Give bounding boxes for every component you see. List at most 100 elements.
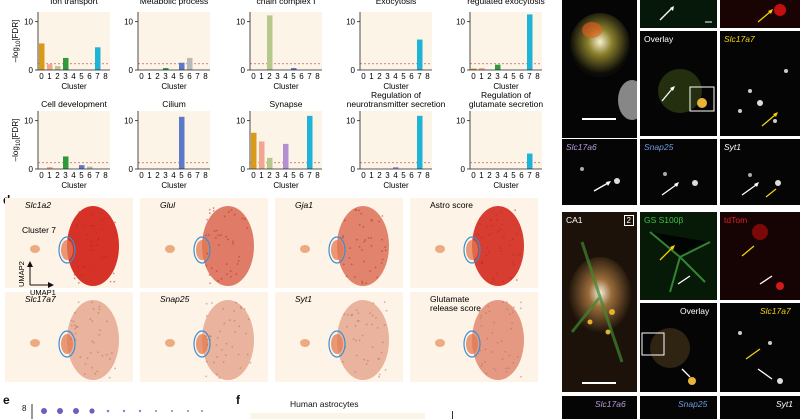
umap-cell <box>486 246 489 249</box>
umap-cell <box>223 215 226 218</box>
cluster7-circle <box>58 330 76 358</box>
x-tick-label: 2 <box>55 171 60 180</box>
x-tick-label: 4 <box>283 72 288 81</box>
umap-small-cluster <box>165 245 175 253</box>
umap-cell <box>342 360 344 363</box>
umap-cell <box>70 324 73 327</box>
umap-cell <box>90 213 93 216</box>
umap-main-cluster <box>67 206 119 286</box>
x-axis-label: Cluster <box>493 82 519 91</box>
x-axis-label: Cluster <box>161 181 187 190</box>
umap-cell <box>488 310 491 313</box>
umap-cell <box>342 235 345 237</box>
umap-cluster7-cells <box>331 240 343 260</box>
umap-cell <box>92 249 95 252</box>
panel-e-ytick: 8 <box>22 404 27 413</box>
umap-small-cluster <box>30 245 40 253</box>
umap-cell <box>91 301 93 304</box>
umap-cell <box>229 275 232 278</box>
umap-cell <box>78 210 81 213</box>
bar-cluster-3 <box>495 64 501 70</box>
umap-cell <box>238 255 240 258</box>
x-tick-label: 0 <box>471 171 476 180</box>
umap-cell <box>502 280 504 283</box>
umap-cell <box>75 225 78 228</box>
umap-cell <box>100 212 103 215</box>
micro-green-top <box>640 0 717 28</box>
umap-cell <box>515 233 518 236</box>
umap-cell <box>223 322 226 325</box>
umap-cell <box>75 338 77 341</box>
micro-snap25-top: Snap25 <box>640 139 717 205</box>
umap-cell <box>90 240 93 243</box>
umap-cell <box>211 302 214 304</box>
x-tick-label: 0 <box>251 72 256 81</box>
chart-title: Ion transport <box>50 0 98 6</box>
umap-cell <box>86 357 89 360</box>
x-tick-label: 1 <box>479 72 484 81</box>
umap-cell <box>520 375 522 378</box>
micro-red-top <box>720 0 800 28</box>
umap-cell <box>354 371 357 374</box>
umap-cell <box>95 244 98 246</box>
y-tick-label: 10 <box>24 117 33 126</box>
x-tick-label: 1 <box>259 72 264 81</box>
umap-cell <box>212 207 215 209</box>
umap-cell <box>114 231 116 234</box>
micro-snap25-label-top: Snap25 <box>644 142 674 152</box>
umap-cell <box>481 363 484 365</box>
umap-cell <box>354 276 356 278</box>
x-tick-label: 3 <box>275 72 280 81</box>
umap-cell <box>218 330 221 333</box>
x-tick-label: 0 <box>251 171 256 180</box>
umap-cell <box>105 353 108 356</box>
umap-cell <box>231 345 234 348</box>
x-tick-label: 1 <box>369 171 374 180</box>
umap-cell <box>494 369 497 372</box>
umap-cell <box>362 226 365 228</box>
micro-overlay-label-bottom: Overlay <box>680 306 710 316</box>
micro-astrocyte-large-top <box>562 0 637 138</box>
umap-cluster7-cells <box>466 240 478 260</box>
umap-cell <box>217 244 220 247</box>
x-tick-label: 0 <box>471 72 476 81</box>
y-tick-label: 0 <box>461 66 466 75</box>
x-tick-label: 2 <box>267 171 272 180</box>
umap-cell <box>70 338 72 340</box>
umap-cell <box>341 236 344 239</box>
umap-cell <box>81 274 83 277</box>
bar-cluster-1 <box>479 68 485 70</box>
umap-cell <box>363 358 366 361</box>
umap-cell <box>507 367 510 370</box>
umap-cell <box>362 260 365 263</box>
y-tick-label: 10 <box>236 18 245 27</box>
umap-cell <box>480 314 483 317</box>
x-tick-label: 2 <box>155 171 160 180</box>
x-tick-label: 5 <box>79 72 84 81</box>
chart-title: Regulation of <box>371 90 422 100</box>
x-tick-label: 8 <box>103 72 108 81</box>
umap-cell <box>502 301 505 304</box>
umap-cell <box>72 320 75 323</box>
y-tick-label: 10 <box>236 117 245 126</box>
chart-title: regulated exocytosis <box>467 0 545 6</box>
x-tick-label: 5 <box>79 171 84 180</box>
umap-cell <box>371 314 374 317</box>
umap-cell <box>512 238 514 241</box>
umap-cell <box>114 221 116 224</box>
umap1-label: UMAP1 <box>30 288 56 297</box>
umap-cell <box>487 305 490 308</box>
umap-cell <box>214 237 217 239</box>
umap-cell <box>495 213 498 216</box>
umap-cell <box>370 236 372 239</box>
umap-cell <box>96 370 99 373</box>
umap-small-cluster <box>300 339 310 347</box>
y-tick-label: 0 <box>129 165 134 174</box>
bar-cluster-4 <box>283 143 289 169</box>
bar-cluster-5 <box>179 116 185 169</box>
umap-cell <box>70 319 73 322</box>
umap-cell <box>485 372 488 375</box>
x-tick-label: 6 <box>87 171 92 180</box>
umap-cell <box>489 219 492 222</box>
umap-cell <box>491 281 493 284</box>
